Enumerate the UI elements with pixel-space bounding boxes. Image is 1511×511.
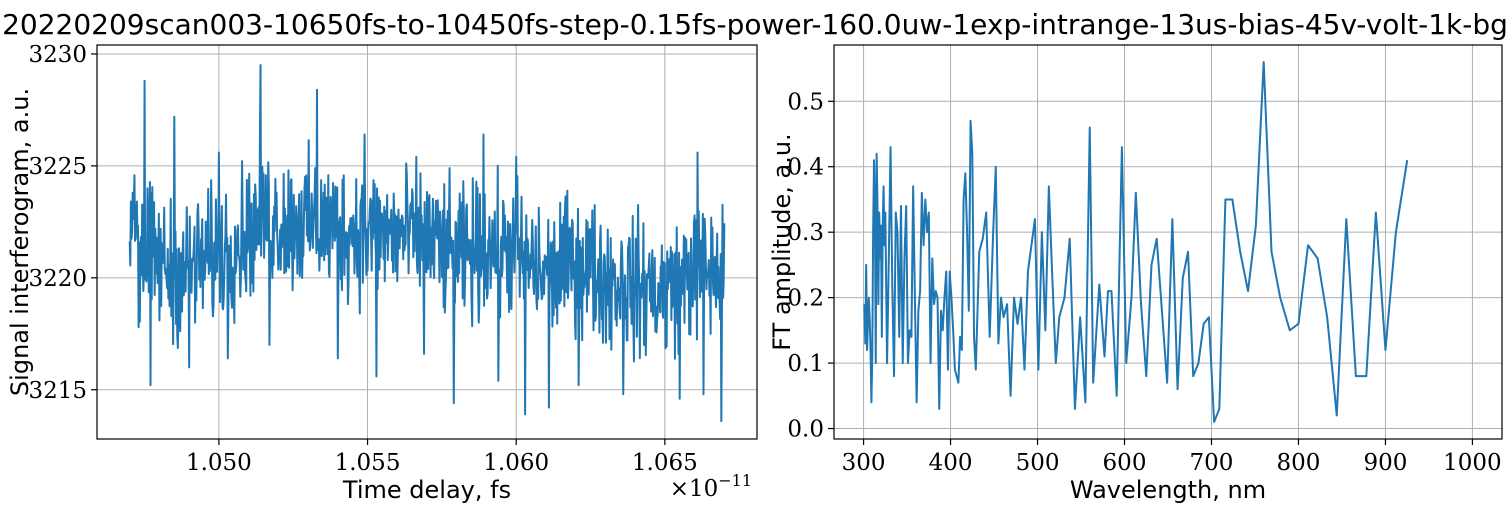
ft-amplitude-x-axis-label: Wavelength, nm <box>1070 476 1266 504</box>
y-tick-label: 0.3 <box>787 220 824 246</box>
x-tick-label: 1.065 <box>632 450 698 476</box>
x-tick-label: 1000 <box>1443 450 1502 476</box>
interferogram-y-ticks: 3215 3220 3225 3230 <box>28 42 97 404</box>
offset-mantissa: ×10 <box>670 476 719 502</box>
x-tick-label: 600 <box>1103 450 1147 476</box>
ft-amplitude-y-axis-label: FT amplitude, a.u. <box>768 133 796 350</box>
y-tick-label: 3230 <box>28 42 87 68</box>
y-tick-label: 3220 <box>28 266 87 292</box>
y-tick-label: 0.0 <box>787 417 824 443</box>
y-tick-label: 0.2 <box>787 286 824 312</box>
interferogram-x-axis-label: Time delay, fs <box>342 476 511 504</box>
interferogram-y-axis-label: Signal interferogram, a.u. <box>6 88 34 396</box>
y-tick-label: 3215 <box>28 378 87 404</box>
interferogram-frame <box>96 44 758 440</box>
ft-amplitude-panel: 300 400 500 600 700 800 900 1000 0.00.10.20.30.… <box>768 44 1503 504</box>
y-tick-label: 0.5 <box>787 89 824 115</box>
y-tick-label: 0.1 <box>787 351 824 377</box>
x-tick-label: 900 <box>1363 450 1407 476</box>
interferogram-grid <box>97 45 757 439</box>
x-tick-label: 500 <box>1016 450 1060 476</box>
x-tick-label: 1.055 <box>335 450 401 476</box>
interferogram-x-ticks: 1.050 1.055 1.060 1.065 <box>186 439 698 476</box>
ft-amplitude-y-ticks: 0.0 0.1 0.2 0.3 0.4 0.5 <box>787 89 834 443</box>
x-tick-label: 700 <box>1190 450 1234 476</box>
interferogram-x-offset-label: ×10−11 <box>670 471 752 502</box>
offset-exponent: −11 <box>718 471 752 490</box>
ft-amplitude-x-ticks: 300 400 500 600 700 800 900 1000 <box>842 439 1502 476</box>
interferogram-panel: 1.050 1.055 1.060 1.065 3215 3220 3225 3230 Ti… <box>6 42 758 504</box>
x-tick-label: 300 <box>842 450 886 476</box>
ft-amplitude-frame <box>833 44 1503 440</box>
y-tick-label: 3225 <box>28 154 87 180</box>
interferogram-line <box>128 64 726 423</box>
ft-amplitude-line <box>863 61 1409 423</box>
y-tick-label: 0.4 <box>787 155 824 181</box>
figure-title: 20220209scan003-10650fs-to-10450fs-step-… <box>2 8 1508 41</box>
x-tick-label: 800 <box>1277 450 1321 476</box>
x-tick-label: 1.060 <box>483 450 549 476</box>
x-tick-label: 1.050 <box>186 450 252 476</box>
x-tick-label: 400 <box>929 450 973 476</box>
